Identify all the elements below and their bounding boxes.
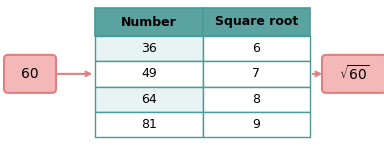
- Bar: [95, 87, 202, 112]
- Bar: [202, 8, 310, 36]
- Text: 7: 7: [252, 67, 260, 80]
- Bar: [95, 8, 202, 36]
- FancyBboxPatch shape: [322, 55, 384, 93]
- Text: 49: 49: [141, 67, 157, 80]
- Bar: [202, 61, 310, 87]
- Bar: [95, 112, 202, 137]
- Text: 81: 81: [141, 118, 157, 131]
- Text: Square root: Square root: [215, 16, 298, 29]
- Text: 6: 6: [252, 42, 260, 55]
- Bar: [95, 61, 202, 87]
- Text: 36: 36: [141, 42, 157, 55]
- Bar: [202, 36, 310, 61]
- Text: Number: Number: [121, 16, 177, 29]
- FancyBboxPatch shape: [4, 55, 56, 93]
- Text: $\sqrt{60}$: $\sqrt{60}$: [339, 64, 369, 83]
- Bar: [95, 36, 202, 61]
- Text: 8: 8: [252, 93, 260, 106]
- Bar: [202, 112, 310, 137]
- Text: 64: 64: [141, 93, 157, 106]
- Bar: [202, 87, 310, 112]
- Text: 9: 9: [252, 118, 260, 131]
- Text: 60: 60: [21, 67, 39, 81]
